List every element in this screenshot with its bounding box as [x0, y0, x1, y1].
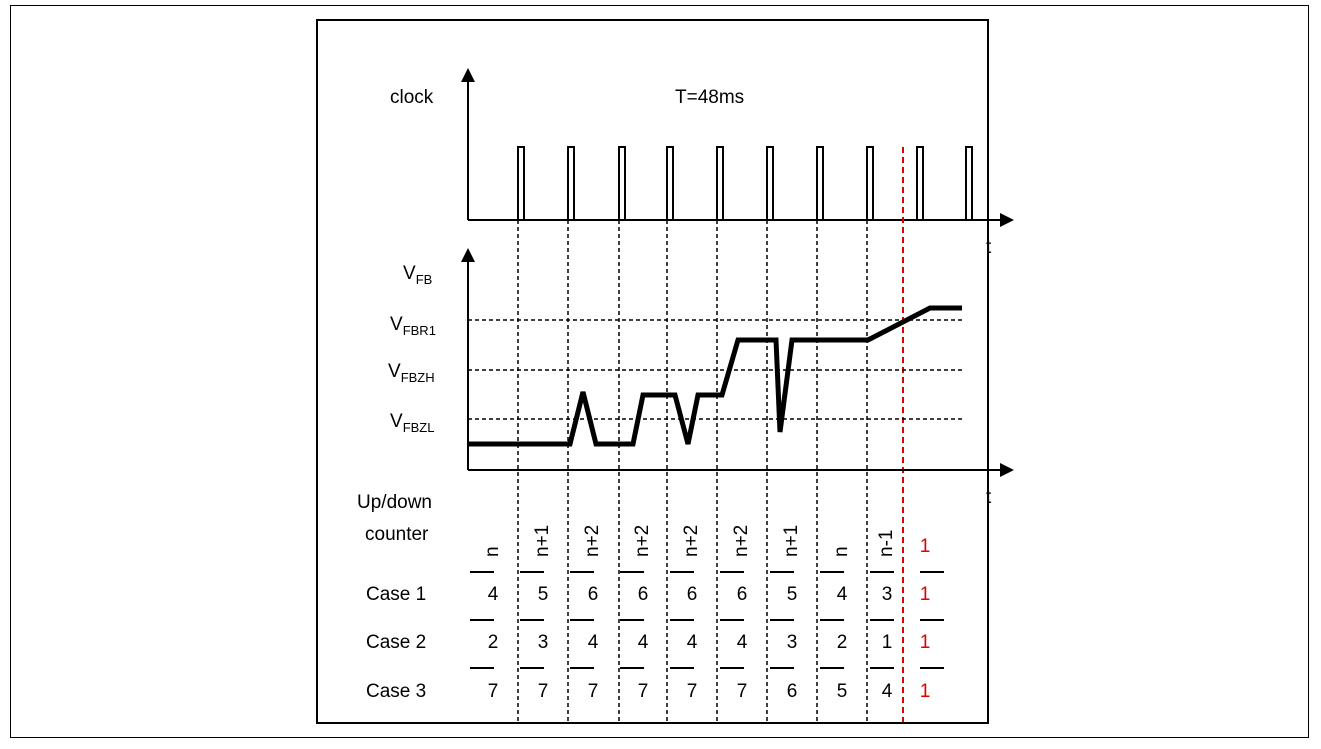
case-cell: 7: [687, 681, 698, 702]
counter-label-line2: counter: [365, 524, 429, 545]
clock-pulse: [916, 146, 924, 220]
vfbzh-label: VFBZH: [388, 361, 435, 385]
case-cell: 7: [737, 681, 748, 702]
counter-value: n+2: [582, 525, 603, 557]
clock-pulse: [517, 146, 525, 220]
time-label-top: t: [986, 237, 992, 258]
counter-value: n: [831, 546, 852, 557]
case-cell: 5: [538, 584, 549, 605]
case-cell: 7: [538, 681, 549, 702]
case-cell: 4: [737, 632, 748, 653]
case-3-label: Case 3: [366, 681, 426, 702]
clock-pulse: [965, 146, 973, 220]
counter-values: n n+1 n+2 n+2 n+2 n+2 n+1 n n-1 1: [482, 525, 930, 557]
case-cell: 6: [687, 584, 698, 605]
case-cell: 4: [837, 584, 848, 605]
clock-label: clock: [390, 87, 434, 108]
case-cell: 4: [687, 632, 698, 653]
counter-value: n+1: [532, 525, 553, 557]
clock-pulse: [816, 146, 824, 220]
clock-pulse: [766, 146, 774, 220]
case-cell: 7: [588, 681, 599, 702]
counter-value: n+1: [781, 525, 802, 557]
clock-pulse: [567, 146, 575, 220]
counter-value: n+2: [731, 525, 752, 557]
diagram-frame: [10, 5, 1309, 738]
case-cell: 3: [538, 632, 549, 653]
case-cell: 1: [920, 632, 931, 653]
case-cell: 7: [488, 681, 499, 702]
period-label: T=48ms: [675, 87, 744, 108]
clock-pulse: [666, 146, 674, 220]
counter-label-line1: Up/down: [357, 492, 432, 513]
vfb-waveform: [468, 305, 962, 447]
case-cell: 3: [787, 632, 798, 653]
counter-value-reset: 1: [920, 536, 931, 557]
case-cell: 1: [882, 632, 893, 653]
case-cell: 5: [837, 681, 848, 702]
case-cell: 2: [488, 632, 499, 653]
case-cell: 1: [920, 584, 931, 605]
counter-value: n-1: [876, 530, 897, 557]
case-table: Case 1 Case 2 Case 3 4 5 6 6 6 6 5 4 3 1 2 3 4 4 4 4 3 2 1…: [366, 584, 930, 702]
table-row-separators: [470, 571, 970, 669]
case-1-label: Case 1: [366, 584, 426, 605]
case-2-label: Case 2: [366, 632, 426, 653]
case-cell: 6: [737, 584, 748, 605]
case-cell: 6: [588, 584, 599, 605]
case-cell: 7: [638, 681, 649, 702]
counter-value: n+2: [632, 525, 653, 557]
case-cell: 6: [638, 584, 649, 605]
vfb-label: VFB: [403, 263, 432, 287]
counter-value: n+2: [681, 525, 702, 557]
vfbzl-label: VFBZL: [390, 411, 434, 435]
case-cell: 5: [787, 584, 798, 605]
counter-value: n: [482, 546, 503, 557]
case-cell: 4: [488, 584, 499, 605]
clock-pulse: [716, 146, 724, 220]
inner-frame: [316, 19, 989, 724]
clock-pulse: [618, 146, 626, 220]
case-cell: 4: [882, 681, 893, 702]
vfbr1-label: VFBR1: [390, 314, 436, 338]
clock-pulse: [866, 146, 874, 220]
clock-pulses: [517, 146, 973, 220]
case-cell: 3: [882, 584, 893, 605]
time-label-bottom: t: [986, 487, 992, 508]
case-cell: 2: [837, 632, 848, 653]
case-cell: 4: [638, 632, 649, 653]
case-cell: 4: [588, 632, 599, 653]
case-cell: 6: [787, 681, 798, 702]
case-cell: 1: [920, 681, 931, 702]
